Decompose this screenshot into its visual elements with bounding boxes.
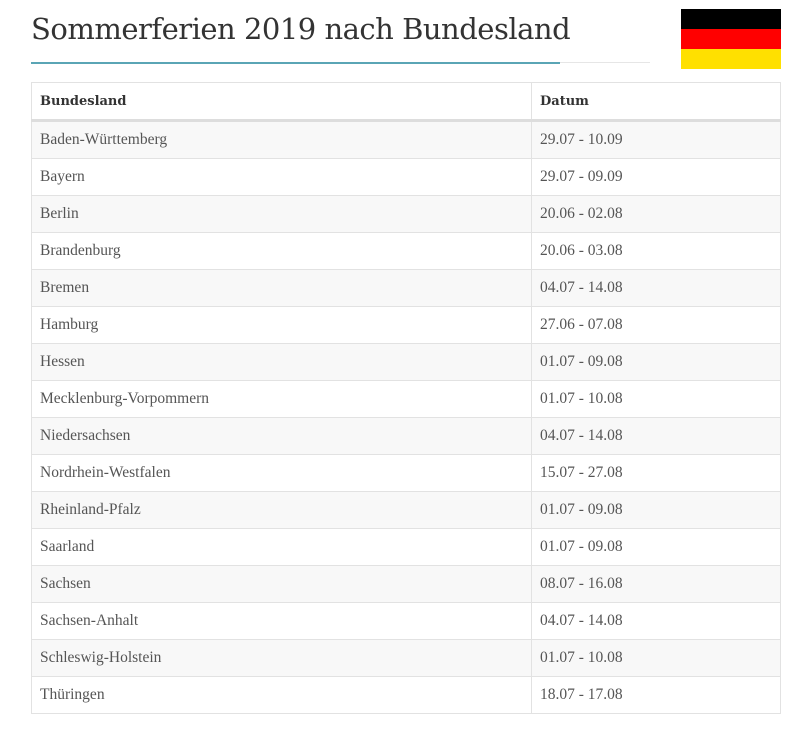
bundesland-cell: Brandenburg (31, 232, 532, 270)
bundesland-cell: Nordrhein-Westfalen (31, 454, 532, 492)
bundesland-cell: Berlin (31, 195, 532, 233)
datum-cell: 15.07 - 27.08 (531, 454, 781, 492)
datum-cell: 01.07 - 09.08 (531, 343, 781, 381)
datum-cell: 08.07 - 16.08 (531, 565, 781, 603)
title-accent-line (31, 62, 560, 64)
datum-cell: 01.07 - 10.08 (531, 639, 781, 677)
datum-cell: 18.07 - 17.08 (531, 676, 781, 714)
germany-flag-icon (681, 9, 781, 69)
bundesland-cell: Bayern (31, 158, 532, 196)
datum-cell: 29.07 - 10.09 (531, 120, 781, 159)
datum-cell: 04.07 - 14.08 (531, 417, 781, 455)
column-header-datum: Datum (531, 82, 781, 122)
bundesland-cell: Hamburg (31, 306, 532, 344)
table-row: Brandenburg 20.06 - 03.08 (31, 232, 781, 270)
table-row: Hessen 01.07 - 09.08 (31, 343, 781, 381)
datum-cell: 04.07 - 14.08 (531, 602, 781, 640)
datum-cell: 04.07 - 14.08 (531, 269, 781, 307)
datum-cell: 01.07 - 10.08 (531, 380, 781, 418)
datum-cell: 01.07 - 09.08 (531, 528, 781, 566)
bundesland-cell: Rheinland-Pfalz (31, 491, 532, 529)
flag-stripe-red (681, 29, 781, 49)
bundesland-cell: Niedersachsen (31, 417, 532, 455)
flag-stripe-gold (681, 49, 781, 69)
table-row: Niedersachsen 04.07 - 14.08 (31, 417, 781, 455)
table-row: Sachsen 08.07 - 16.08 (31, 565, 781, 603)
bundesland-cell: Schleswig-Holstein (31, 639, 532, 677)
table-row: Rheinland-Pfalz 01.07 - 09.08 (31, 491, 781, 529)
table-row: Thüringen 18.07 - 17.08 (31, 676, 781, 714)
bundesland-cell: Mecklenburg-Vorpommern (31, 380, 532, 418)
table-row: Berlin 20.06 - 02.08 (31, 195, 781, 233)
datum-cell: 20.06 - 03.08 (531, 232, 781, 270)
table-header-row: Bundesland Datum (31, 82, 781, 122)
datum-cell: 29.07 - 09.09 (531, 158, 781, 196)
page-title: Sommerferien 2019 nach Bundesland (31, 12, 571, 46)
datum-cell: 27.06 - 07.08 (531, 306, 781, 344)
datum-cell: 01.07 - 09.08 (531, 491, 781, 529)
table-row: Mecklenburg-Vorpommern 01.07 - 10.08 (31, 380, 781, 418)
table-row: Bayern 29.07 - 09.09 (31, 158, 781, 196)
table-row: Schleswig-Holstein 01.07 - 10.08 (31, 639, 781, 677)
bundesland-cell: Sachsen-Anhalt (31, 602, 532, 640)
bundesland-cell: Baden-Württemberg (31, 120, 532, 159)
table-row: Sachsen-Anhalt 04.07 - 14.08 (31, 602, 781, 640)
table-row: Saarland 01.07 - 09.08 (31, 528, 781, 566)
table-row: Baden-Württemberg 29.07 - 10.09 (31, 120, 781, 159)
table-row: Bremen 04.07 - 14.08 (31, 269, 781, 307)
datum-cell: 20.06 - 02.08 (531, 195, 781, 233)
bundesland-cell: Bremen (31, 269, 532, 307)
bundesland-cell: Hessen (31, 343, 532, 381)
table-row: Hamburg 27.06 - 07.08 (31, 306, 781, 344)
flag-stripe-black (681, 9, 781, 29)
bundesland-cell: Saarland (31, 528, 532, 566)
holidays-table: Bundesland Datum Baden-Württemberg 29.07 … (31, 82, 781, 714)
column-header-bundesland: Bundesland (31, 82, 532, 122)
table-row: Nordrhein-Westfalen 15.07 - 27.08 (31, 454, 781, 492)
bundesland-cell: Thüringen (31, 676, 532, 714)
bundesland-cell: Sachsen (31, 565, 532, 603)
